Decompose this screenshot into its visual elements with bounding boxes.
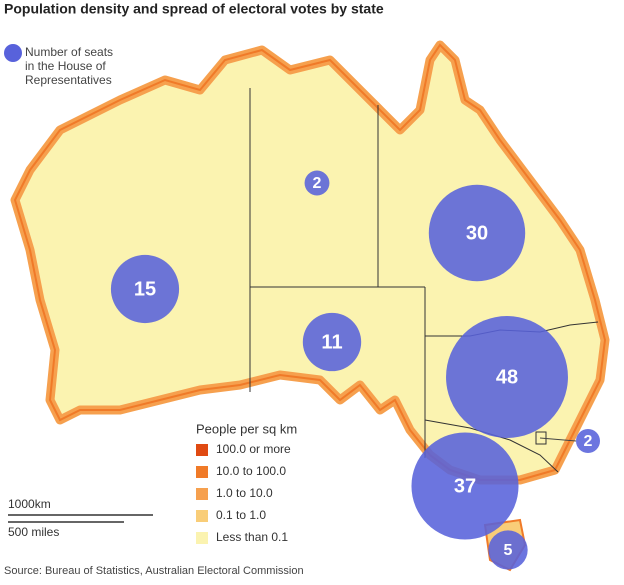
title: Population density and spread of elector… bbox=[4, 1, 384, 17]
density-label: 0.1 to 1.0 bbox=[216, 508, 266, 522]
seat-bubbles: 15 2 30 11 48 37 5 2 bbox=[110, 170, 600, 570]
density-swatch bbox=[196, 510, 208, 522]
scale-bar: 1000km 500 miles bbox=[8, 497, 153, 539]
density-swatch bbox=[196, 532, 208, 544]
seat-bubble bbox=[411, 432, 519, 540]
seat-bubble bbox=[488, 530, 528, 570]
seat-label: 15 bbox=[134, 278, 156, 300]
seat-bubble bbox=[110, 254, 180, 324]
seat-label: 2 bbox=[584, 433, 593, 450]
state-borders bbox=[249, 88, 599, 473]
seat-legend-text: Number of seats bbox=[25, 45, 113, 59]
seat-label: 5 bbox=[504, 542, 513, 559]
density-swatch bbox=[196, 444, 208, 456]
seat-legend-text: in the House of bbox=[25, 59, 106, 73]
seat-bubble bbox=[302, 312, 362, 372]
seat-bubble bbox=[428, 184, 526, 282]
seat-label: 48 bbox=[496, 366, 518, 388]
density-label: 10.0 to 100.0 bbox=[216, 464, 286, 478]
seat-label: 30 bbox=[466, 222, 488, 244]
scale-miles: 500 miles bbox=[8, 525, 59, 539]
seat-bubble bbox=[446, 316, 568, 438]
seat-bubble bbox=[576, 429, 600, 453]
density-label: 1.0 to 10.0 bbox=[216, 486, 273, 500]
coast bbox=[13, 43, 607, 481]
leader-line bbox=[539, 437, 577, 442]
density-swatch bbox=[196, 466, 208, 478]
density-label: 100.0 or more bbox=[216, 442, 291, 456]
density-label: Less than 0.1 bbox=[216, 530, 288, 544]
seat-label: 37 bbox=[454, 475, 476, 497]
scale-km: 1000km bbox=[8, 497, 51, 511]
seat-legend: Number of seats in the House of Represen… bbox=[4, 44, 113, 87]
seat-bubble bbox=[304, 170, 330, 196]
density-legend: People per sq km 100.0 or more 10.0 to 10… bbox=[196, 421, 297, 544]
density-legend-title: People per sq km bbox=[196, 421, 297, 436]
seat-label: 11 bbox=[321, 331, 342, 353]
seat-label: 2 bbox=[313, 175, 322, 192]
density-swatch bbox=[196, 488, 208, 500]
seat-legend-marker bbox=[4, 44, 22, 62]
seat-legend-text: Representatives bbox=[25, 73, 112, 87]
source: Source: Bureau of Statistics, Australian… bbox=[4, 565, 304, 577]
